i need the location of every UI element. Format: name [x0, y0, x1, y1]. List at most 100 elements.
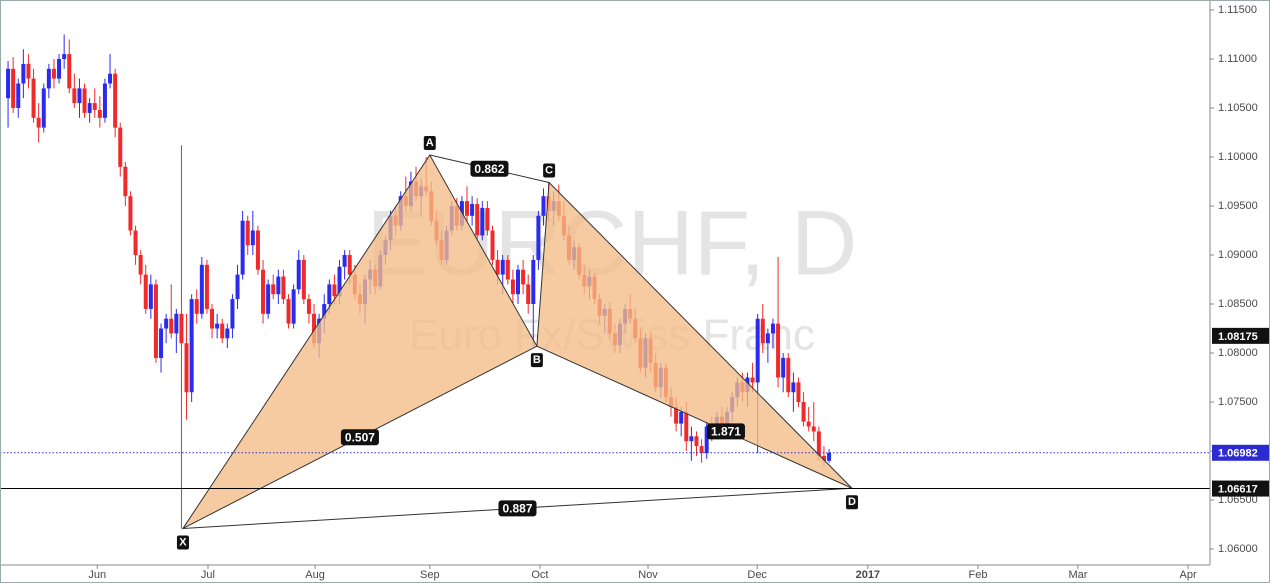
- point-label-box: [846, 495, 859, 510]
- y-tick-label: 1.08000: [1218, 347, 1258, 359]
- candle-body: [470, 204, 475, 216]
- candle-body: [67, 54, 72, 89]
- candle-body: [536, 215, 541, 260]
- candle-body: [816, 431, 821, 456]
- candle-body: [286, 299, 291, 324]
- candle-body: [113, 73, 118, 128]
- y-tick-label: 1.11000: [1218, 53, 1257, 65]
- candle-body: [261, 269, 266, 314]
- candle-body: [230, 299, 235, 329]
- candle-body: [500, 259, 505, 275]
- candle-body: [215, 323, 220, 329]
- y-tick-label: 1.06500: [1218, 494, 1258, 506]
- candle-body: [689, 436, 694, 442]
- candle-body: [301, 259, 306, 300]
- candle-body: [220, 323, 225, 339]
- ratio-label: 0.507: [345, 430, 375, 444]
- y-tick-label: 1.09500: [1218, 200, 1258, 212]
- candle-body: [750, 377, 755, 383]
- y-tick-label: 1.11500: [1218, 4, 1257, 16]
- candle-body: [516, 269, 521, 295]
- x-tick-label: 2017: [856, 569, 880, 581]
- candle-body: [128, 196, 133, 231]
- candle-body: [291, 289, 296, 324]
- candle-body: [332, 284, 337, 297]
- y-tick-label: 1.07500: [1218, 396, 1258, 408]
- y-tick-label: 1.10500: [1218, 102, 1258, 114]
- candle-body: [143, 274, 148, 309]
- candle-body: [148, 284, 153, 309]
- candle-body: [102, 83, 107, 118]
- overlay: [0, 452, 1210, 490]
- point-label-box: [543, 163, 556, 178]
- x-tick-label: Nov: [638, 569, 658, 581]
- price-tag: [1212, 327, 1269, 344]
- candle-body: [204, 264, 209, 309]
- candle-body: [11, 68, 16, 109]
- candle-body: [776, 323, 781, 378]
- candle-body: [82, 88, 87, 113]
- candle-body: [801, 402, 806, 422]
- candle-body: [770, 323, 775, 334]
- candle-body: [184, 343, 189, 393]
- candle-body: [505, 259, 510, 280]
- candle-body: [674, 406, 679, 424]
- price-tag-label: 1.08175: [1218, 331, 1258, 343]
- point-label: D: [848, 496, 856, 508]
- candle-body: [312, 313, 317, 344]
- candle-body: [51, 68, 56, 79]
- candle-body: [765, 333, 770, 344]
- candle-body: [21, 63, 26, 84]
- candle-body: [806, 421, 811, 427]
- candle-body: [138, 255, 143, 275]
- candle-body: [480, 207, 485, 236]
- candle-body: [87, 103, 92, 113]
- price-tag: [1212, 444, 1269, 461]
- y-tick-label: 1.06000: [1218, 543, 1258, 555]
- point-label-box: [176, 535, 189, 550]
- ratio-label-box: [498, 500, 537, 517]
- axes: 1.060001.065001.070001.075001.080001.085…: [88, 4, 1269, 581]
- candle-body: [189, 299, 194, 393]
- candle-body: [36, 117, 41, 128]
- price-tag-label: 1.06617: [1218, 483, 1258, 495]
- candle-body: [194, 299, 199, 314]
- candle-body: [684, 411, 689, 442]
- candle-body: [811, 426, 816, 432]
- candle-body: [276, 276, 281, 295]
- candle-body: [271, 284, 276, 295]
- x-tick-label: Jul: [201, 569, 215, 581]
- candle-body: [796, 382, 801, 403]
- candle-body: [694, 436, 699, 447]
- candle-body: [495, 259, 500, 275]
- ratio-label-box: [470, 160, 509, 177]
- candle-body: [57, 58, 62, 79]
- candle-body: [77, 88, 82, 104]
- candle-body: [781, 357, 786, 378]
- candle-body: [541, 196, 546, 216]
- ratio-label: 0.887: [502, 502, 532, 516]
- candle-body: [337, 266, 342, 297]
- candle-body: [41, 88, 46, 128]
- candle-body: [72, 88, 77, 104]
- candle-body: [791, 382, 796, 393]
- candle-body: [296, 259, 301, 290]
- candle-body: [347, 255, 352, 275]
- candle-body: [174, 313, 179, 334]
- candle-body: [306, 299, 311, 314]
- candle-body: [821, 455, 826, 461]
- point-label: B: [533, 354, 541, 366]
- candle-body: [245, 220, 250, 246]
- candle-body: [465, 201, 470, 216]
- candle-body: [31, 78, 36, 118]
- candle-body: [475, 204, 480, 236]
- point-label-box: [423, 136, 436, 151]
- candle-body: [521, 269, 526, 285]
- candle-body: [97, 109, 102, 118]
- candle-body: [62, 54, 67, 59]
- candle-body: [240, 220, 245, 275]
- candle-body: [199, 264, 204, 314]
- price-tag: [1212, 480, 1269, 497]
- candle-body: [526, 284, 531, 305]
- candle-body: [164, 318, 169, 329]
